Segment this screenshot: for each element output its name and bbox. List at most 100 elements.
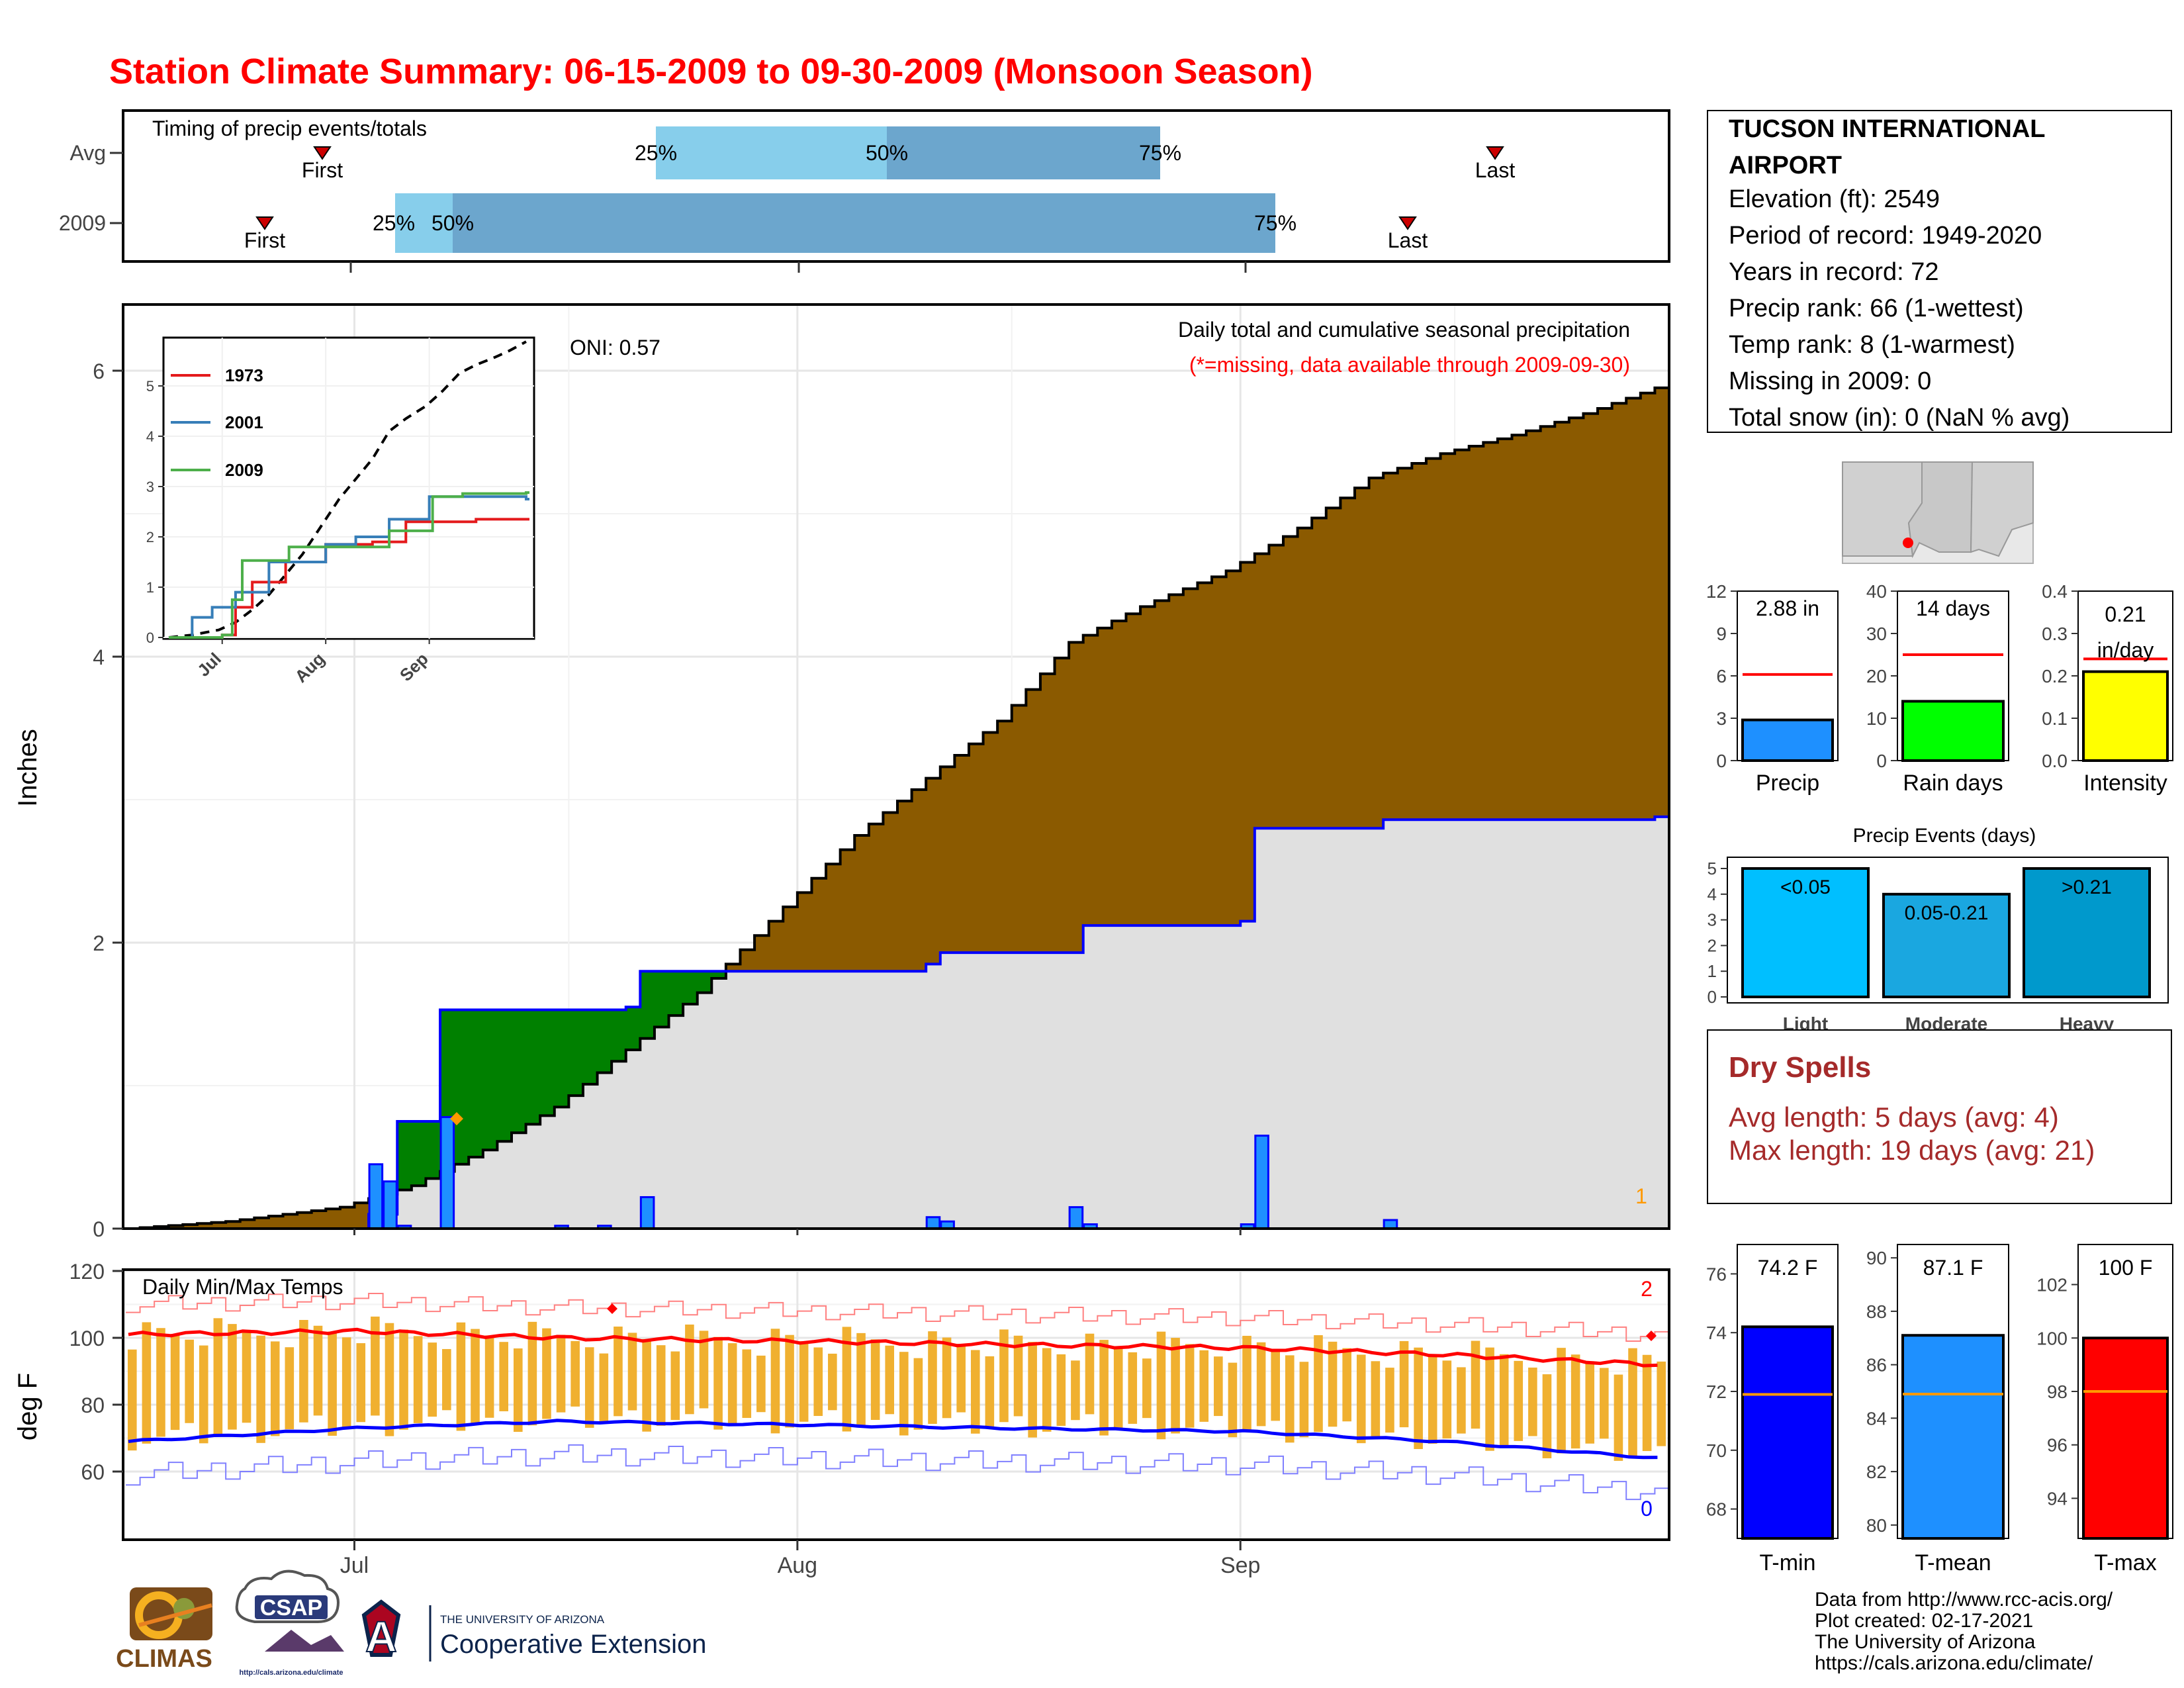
daily-temp-bar <box>584 1347 594 1428</box>
footer-plot-created: Plot created: 02-17-2021 <box>1815 1610 2033 1632</box>
summary-y-tick-label: 12 <box>1706 581 1727 602</box>
events-y-tick-label: 1 <box>1707 961 1717 981</box>
daily-temp-bar <box>913 1358 923 1430</box>
temp-summary-label: T-mean <box>1915 1550 1991 1575</box>
temp-summary-value-text: 100 F <box>2099 1256 2153 1280</box>
temp-summary-bar-1: 80 82 84 86 88 90 87.1 F T-mean <box>1866 1244 2009 1575</box>
daily-temp-bar <box>1628 1348 1637 1456</box>
daily-temp-bar <box>1600 1368 1609 1439</box>
daily-temp-bar <box>670 1351 680 1421</box>
daily-temp-bar <box>185 1339 194 1423</box>
timing-2009-75-label: 75% <box>1254 211 1297 235</box>
daily-temp-bar <box>742 1349 752 1419</box>
temp-summary-y-tick-label: 72 <box>1706 1382 1727 1402</box>
summary-y-tick-label: 0.4 <box>2042 581 2068 602</box>
daily-temp-bar <box>1499 1354 1509 1446</box>
daily-temp-bar <box>656 1345 666 1426</box>
daily-temp-bar <box>785 1335 794 1428</box>
summary-value-text: in/day <box>2097 638 2154 662</box>
ua-cooperative-extension-logo: A THE UNIVERSITY OF ARIZONA Cooperative … <box>361 1599 706 1662</box>
station-name-line2: AIRPORT <box>1729 152 1842 179</box>
daily-temp-bar <box>1071 1360 1080 1421</box>
average-max-line <box>128 1327 1658 1368</box>
station-location-marker <box>1903 538 1913 548</box>
events-y-tick-label: 4 <box>1707 884 1717 904</box>
daily-temp-bar <box>456 1322 466 1431</box>
daily-temp-bar <box>1342 1348 1351 1422</box>
daily-temp-bar <box>213 1318 223 1436</box>
daily-temp-bar <box>1242 1335 1251 1432</box>
daily-temp-bar <box>1028 1342 1037 1438</box>
daily-temp-bar <box>942 1337 952 1419</box>
temp-y-tick-label: 80 <box>81 1393 105 1417</box>
daily-temp-bar <box>1013 1335 1023 1417</box>
daily-temp-bar <box>270 1341 280 1436</box>
daily-temp-bar <box>828 1353 837 1411</box>
daily-temp-bar <box>1585 1361 1595 1444</box>
station-temp-rank: Temp rank: 8 (1-warmest) <box>1729 331 2015 359</box>
timing-avg-last-label: Last <box>1475 158 1516 182</box>
temp-y-tick-label: 120 <box>69 1260 105 1284</box>
daily-temp-bar <box>556 1335 566 1413</box>
daily-temp-bar <box>1171 1338 1180 1434</box>
daily-precip-bar <box>639 1196 655 1230</box>
temp-summary-bar-0: 68 70 72 74 76 74.2 F T-min <box>1706 1244 1839 1575</box>
inset-y-tick-label: 0 <box>146 630 154 646</box>
precip-panel-frame <box>122 303 1670 1230</box>
summary-y-tick-label: 40 <box>1866 581 1887 602</box>
timing-2009-last-marker <box>1398 216 1417 230</box>
daily-precip-bar <box>925 1216 941 1230</box>
dry-spells-title: Dry Spells <box>1729 1051 1871 1084</box>
daily-temp-bar <box>484 1335 494 1418</box>
temp-summary-y-tick-label: 98 <box>2047 1382 2068 1402</box>
temp-summary-y-tick-label: 88 <box>1866 1301 1887 1322</box>
daily-temp-bar <box>1271 1348 1280 1421</box>
daily-temp-bar <box>885 1345 894 1415</box>
summary-bar-label: Rain days <box>1903 771 2003 796</box>
precip-event-bar-text: 0.05-0.21 <box>1905 902 1989 924</box>
events-y-tick-label: 5 <box>1707 859 1717 878</box>
daily-temp-bar <box>599 1353 609 1423</box>
daily-temp-bar <box>899 1352 909 1436</box>
daily-temp-bar <box>1042 1348 1052 1432</box>
daily-temp-bar <box>1514 1360 1524 1441</box>
summary-y-tick-label: 10 <box>1866 708 1887 729</box>
temp-summary-bar-2: 94 96 98 100 102 100 F T-max <box>2036 1244 2173 1575</box>
inset-y-tick-label: 1 <box>146 579 154 596</box>
daily-temp-bar <box>1414 1347 1423 1450</box>
precip-chart-title: Daily total and cumulative seasonal prec… <box>1178 318 1630 342</box>
average-min-line <box>128 1419 1658 1460</box>
station-info-box: TUCSON INTERNATIONAL AIRPORT Elevation (… <box>1707 110 2172 433</box>
summary-y-tick-label: 9 <box>1716 624 1727 644</box>
daily-temp-bar <box>699 1331 709 1409</box>
y-tick-label: 0 <box>93 1217 105 1241</box>
daily-temp-bar <box>1214 1356 1223 1417</box>
daily-temp-bar <box>341 1337 351 1429</box>
record-high-line <box>126 1293 1669 1342</box>
summary-bar-value <box>2082 670 2169 762</box>
summary-y-tick-label: 30 <box>1866 624 1887 644</box>
daily-temp-bar <box>685 1324 694 1415</box>
inset-legend-2001: 2001 <box>225 412 263 432</box>
y-tick-label: 2 <box>93 931 105 955</box>
precip-events-chart: Precip Events (days) 012345<0.05Light0.0… <box>1707 825 2169 1034</box>
precip-panel: Inches 0 2 4 6 Daily total and cumulative s… <box>13 303 1670 1241</box>
summary-bar-2: 0.0 0.1 0.2 0.3 0.4 0.21 in/day Intensity <box>2042 581 2173 796</box>
summary-y-tick-label: 0.2 <box>2042 666 2068 686</box>
timing-2009-last-label: Last <box>1388 228 1428 252</box>
daily-temp-bar <box>385 1323 394 1436</box>
daily-temp-bar <box>614 1327 623 1417</box>
precip-event-bar-text: >0.21 <box>2062 876 2112 898</box>
precip-missing-note: (*=missing, data available through 2009-… <box>1189 353 1630 377</box>
inset-average-line <box>168 340 527 639</box>
precip-event-bar-text: <0.05 <box>1780 876 1831 898</box>
daily-temp-bar <box>999 1329 1009 1423</box>
daily-temp-bar <box>713 1336 723 1430</box>
daily-temp-bar <box>1085 1333 1095 1415</box>
ua-line2: Cooperative Extension <box>440 1630 706 1659</box>
temp-y-axis: 60 80 100 120 <box>69 1260 123 1484</box>
temp-summary-y-tick-label: 96 <box>2047 1435 2068 1456</box>
daily-precip-bar <box>383 1180 398 1230</box>
above-average-area <box>397 971 726 1190</box>
